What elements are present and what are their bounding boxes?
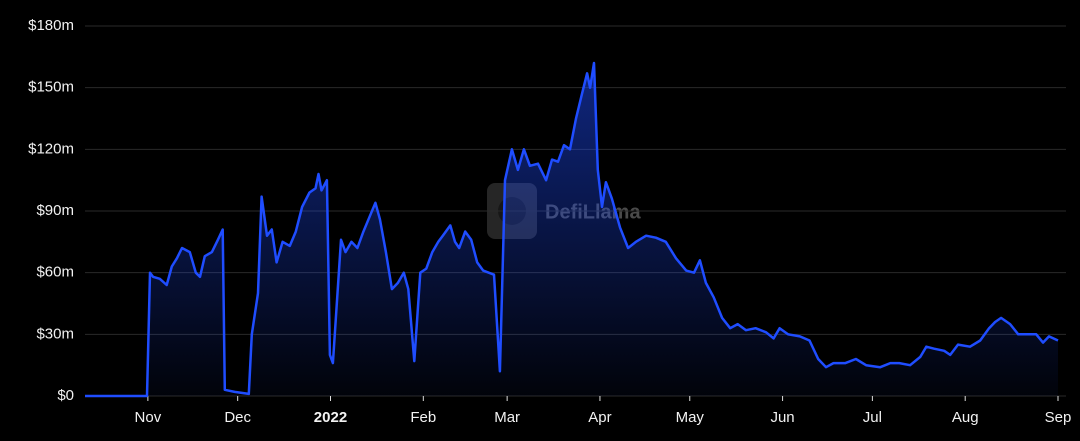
x-tick-label: Mar: [494, 409, 520, 426]
x-tick-label: Sep: [1045, 409, 1072, 426]
area-line: [85, 61, 1059, 398]
x-tick-label: May: [676, 409, 705, 426]
x-tick-label: Feb: [410, 409, 436, 426]
x-tick-label: Jul: [863, 409, 882, 426]
area-fill: [85, 63, 1058, 396]
y-tick-label: $90m: [36, 202, 74, 219]
x-tick-label: Dec: [224, 409, 251, 426]
y-tick-label: $0: [57, 387, 74, 404]
x-tick-label: Jun: [770, 409, 794, 426]
y-tick-label: $30m: [36, 325, 74, 342]
y-tick-label: $180m: [28, 17, 74, 34]
x-tick-label: 2022: [314, 409, 347, 426]
y-tick-label: $120m: [28, 140, 74, 157]
x-tick-label: Nov: [135, 409, 162, 426]
x-tick-label: Apr: [588, 409, 611, 426]
y-tick-label: $150m: [28, 79, 74, 96]
y-tick-label: $60m: [36, 264, 74, 281]
x-tick-label: Aug: [952, 409, 979, 426]
